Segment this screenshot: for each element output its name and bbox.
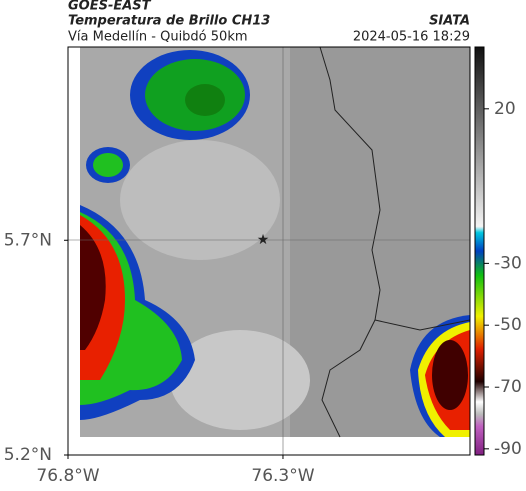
org: SIATA (429, 14, 470, 29)
title: Temperatura de Brillo CH13 (68, 14, 270, 29)
datetime: 2024-05-16 18:29 (353, 30, 470, 45)
source: GOES-EAST (68, 0, 152, 14)
y-tick-label: 5.7°N (4, 230, 52, 250)
svg-text:★: ★ (257, 232, 270, 248)
colorbar-tick-label: 20 (494, 99, 516, 119)
x-tick-label: 76.8°W (36, 466, 99, 486)
colorbar (474, 46, 485, 456)
colorbar-tick-label: -30 (494, 253, 522, 273)
colorbar-tick-label: -70 (494, 377, 522, 397)
subtitle: Vía Medellín - Quibdó 50km (68, 30, 248, 45)
colorbar-tick-label: -50 (494, 315, 522, 335)
x-tick-label: 76.3°W (251, 466, 314, 486)
satellite-image: ★ (67, 46, 471, 456)
colorbar-tick-label: -90 (494, 439, 522, 459)
y-tick-label: 5.2°N (4, 445, 52, 465)
